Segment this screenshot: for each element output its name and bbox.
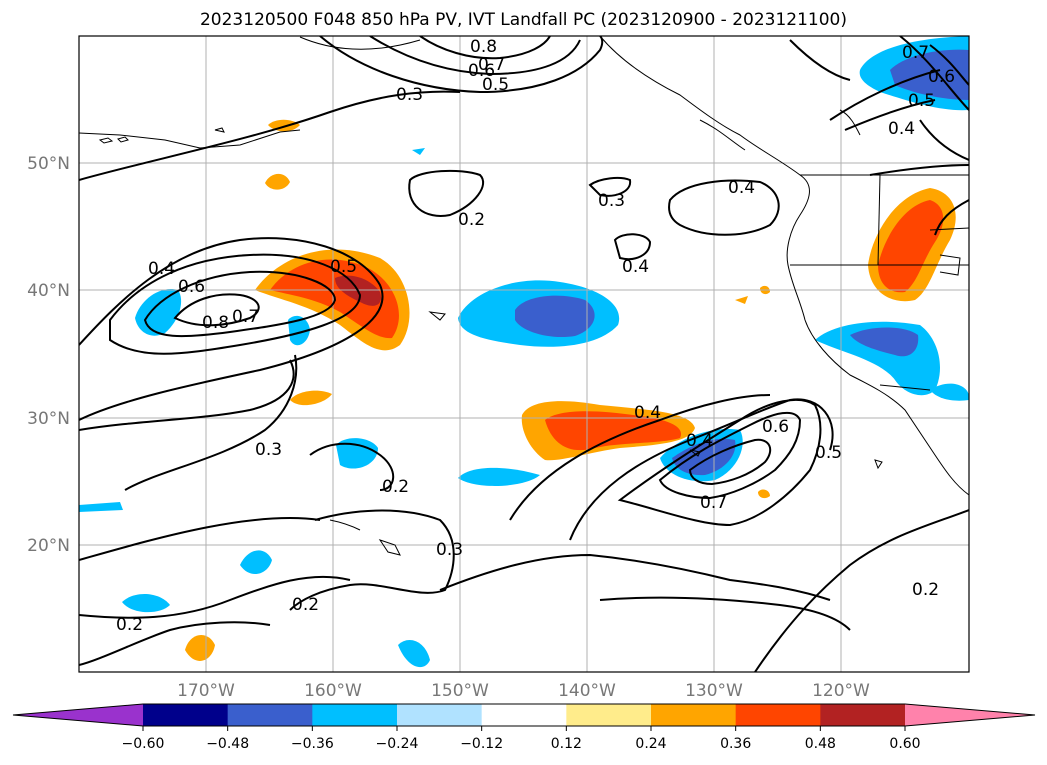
contour-label: 0.2 xyxy=(912,580,939,600)
colorbar-ticks: −0.60 −0.48 −0.36 −0.24 −0.12 0.12 0.24 0.36 0.4… xyxy=(122,726,921,752)
lon-label: 170°W xyxy=(177,681,235,701)
colorbar-extend-low xyxy=(13,704,143,726)
coastlines xyxy=(79,36,969,556)
contour-label: 0.5 xyxy=(330,257,357,277)
contour-label: 0.2 xyxy=(382,477,409,497)
map-title: 2023120500 F048 850 hPa PV, IVT Landfall… xyxy=(199,10,847,30)
contour-label: 0.4 xyxy=(634,403,661,423)
contour-label: 0.4 xyxy=(148,259,175,279)
colorbar-cell xyxy=(735,704,821,726)
colorbar-cell xyxy=(312,704,398,726)
lon-label: 160°W xyxy=(304,681,362,701)
lon-label: 120°W xyxy=(812,681,870,701)
lat-label: 30°N xyxy=(27,409,70,429)
colorbar-tick-label: 0.60 xyxy=(889,736,920,752)
contour-label: 0.4 xyxy=(686,431,713,451)
contour-label: 0.7 xyxy=(478,55,505,75)
contour-label: 0.8 xyxy=(470,37,497,57)
contour-label: 0.7 xyxy=(232,307,259,327)
colorbar: −0.60 −0.48 −0.36 −0.24 −0.12 0.12 0.24 0.36 0.4… xyxy=(12,703,1036,752)
contour-label: 0.5 xyxy=(482,75,509,95)
contour-label: 0.2 xyxy=(292,595,319,615)
contour-label: 0.4 xyxy=(728,178,755,198)
contour-label: 0.6 xyxy=(178,277,205,297)
colorbar-tick-label: −0.60 xyxy=(122,736,165,752)
colorbar-cell xyxy=(397,704,483,726)
map-frame xyxy=(78,35,970,673)
colorbar-tick-label: −0.36 xyxy=(291,736,334,752)
colorbar-cell xyxy=(227,704,313,726)
colorbar-cell xyxy=(651,704,737,726)
contour-label: 0.3 xyxy=(436,540,463,560)
islands xyxy=(98,127,883,470)
map-area xyxy=(79,36,969,672)
contour-label: 0.4 xyxy=(622,257,649,277)
contour-label: 0.5 xyxy=(908,91,935,111)
contour-label: 0.7 xyxy=(902,43,929,63)
contour-labels: 0.8 0.7 0.6 0.5 0.3 0.2 0.3 0.4 0.4 0.7 … xyxy=(116,37,955,635)
contours xyxy=(79,36,969,672)
contour-label: 0.6 xyxy=(928,67,955,87)
colorbar-tick-label: −0.48 xyxy=(206,736,249,752)
shaded-anomalies xyxy=(79,36,969,668)
lon-label: 150°W xyxy=(431,681,489,701)
contour-label: 0.6 xyxy=(468,61,495,81)
contour-label: 0.4 xyxy=(888,119,915,139)
graticule xyxy=(79,36,969,672)
colorbar-cells xyxy=(143,704,906,726)
lat-label: 50°N xyxy=(27,154,70,174)
lat-label: 40°N xyxy=(27,281,70,301)
colorbar-tick-label: 0.12 xyxy=(551,736,582,752)
colorbar-cell xyxy=(143,704,229,726)
colorbar-extend-high xyxy=(905,704,1035,726)
colorbar-cell xyxy=(566,704,652,726)
contour-label: 0.8 xyxy=(202,313,229,333)
contour-label: 0.3 xyxy=(255,440,282,460)
longitude-labels: 170°W 160°W 150°W 140°W 130°W 120°W xyxy=(177,681,870,701)
colorbar-tick-label: −0.12 xyxy=(460,736,503,752)
colorbar-tick-label: 0.36 xyxy=(720,736,751,752)
colorbar-cell xyxy=(481,704,567,726)
lon-label: 140°W xyxy=(558,681,616,701)
lon-label: 130°W xyxy=(685,681,743,701)
contour-label: 0.3 xyxy=(598,191,625,211)
contour-label: 0.3 xyxy=(396,85,423,105)
lat-label: 20°N xyxy=(27,536,70,556)
colorbar-tick-label: −0.24 xyxy=(376,736,419,752)
latitude-labels: 50°N 40°N 30°N 20°N xyxy=(27,154,70,556)
contour-label: 0.2 xyxy=(458,210,485,230)
contour-label: 0.2 xyxy=(116,615,143,635)
contour-label: 0.5 xyxy=(815,443,842,463)
contour-label: 0.6 xyxy=(762,417,789,437)
contour-label: 0.7 xyxy=(700,493,727,513)
colorbar-cell xyxy=(820,704,906,726)
colorbar-tick-label: 0.48 xyxy=(805,736,836,752)
colorbar-tick-label: 0.24 xyxy=(635,736,666,752)
